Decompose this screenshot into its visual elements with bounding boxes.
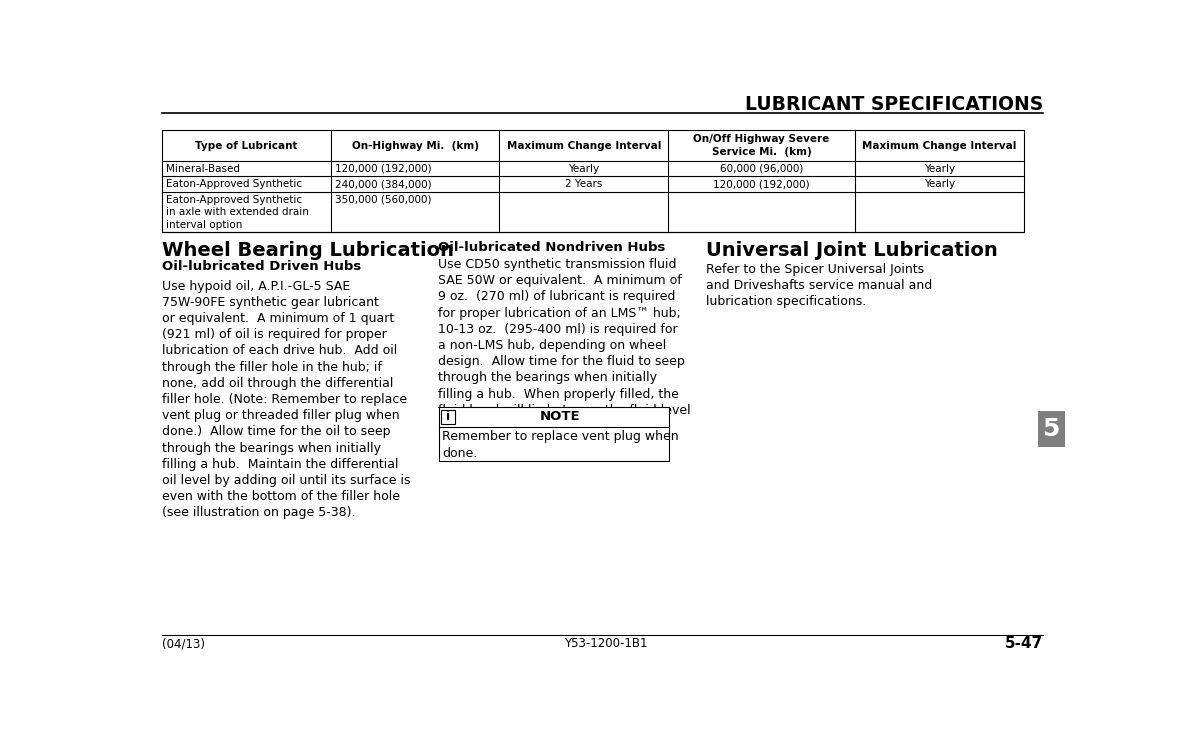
Text: (04/13): (04/13) [162,638,205,650]
Text: Universal Joint Lubrication: Universal Joint Lubrication [706,241,997,260]
Bar [1037,411,1065,447]
Text: Y53-1200-1B1: Y53-1200-1B1 [564,638,647,650]
Text: Oil-lubricated Nondriven Hubs: Oil-lubricated Nondriven Hubs [439,241,666,254]
Text: Eaton-Approved Synthetic
in axle with extended drain
interval option: Eaton-Approved Synthetic in axle with ex… [166,195,309,230]
Text: Type of Lubricant: Type of Lubricant [195,141,297,151]
Text: Yearly: Yearly [924,164,955,173]
Text: 5-47: 5-47 [1004,636,1043,651]
Text: Remember to replace vent plug when
done.: Remember to replace vent plug when done. [442,430,679,460]
Text: Mineral-Based: Mineral-Based [166,164,240,173]
Bar [439,406,670,460]
Text: Wheel Bearing Lubrication: Wheel Bearing Lubrication [162,241,454,260]
Text: Yearly: Yearly [568,164,600,173]
Text: Maximum Change Interval: Maximum Change Interval [862,141,1016,151]
Text: Eaton-Approved Synthetic: Eaton-Approved Synthetic [166,179,302,189]
Text: On-Highway Mi.  (km): On-Highway Mi. (km) [351,141,479,151]
Bar [162,130,1023,232]
Text: Refer to the Spicer Universal Joints
and Driveshafts service manual and
lubricat: Refer to the Spicer Universal Joints and… [706,263,932,308]
Text: On/Off Highway Severe
Service Mi.  (km): On/Off Highway Severe Service Mi. (km) [693,135,829,157]
Text: 60,000 (96,000): 60,000 (96,000) [720,164,803,173]
Text: Use hypoid oil, A.P.I.-GL-5 SAE
75W-90FE synthetic gear lubricant
or equivalent.: Use hypoid oil, A.P.I.-GL-5 SAE 75W-90FE… [162,280,411,520]
Bar [441,410,454,424]
Text: NOTE: NOTE [539,410,581,423]
Text: Maximum Change Interval: Maximum Change Interval [506,141,661,151]
Text: 2 Years: 2 Years [565,179,602,189]
Text: 5: 5 [1042,417,1060,441]
Text: LUBRICANT SPECIFICATIONS: LUBRICANT SPECIFICATIONS [745,95,1043,114]
Text: 120,000 (192,000): 120,000 (192,000) [713,179,810,189]
Text: 120,000 (192,000): 120,000 (192,000) [335,164,431,173]
Text: Use CD50 synthetic transmission fluid
SAE 50W or equivalent.  A minimum of
9 oz.: Use CD50 synthetic transmission fluid SA… [439,258,691,433]
Text: Oil-lubricated Driven Hubs: Oil-lubricated Driven Hubs [162,260,361,272]
Text: 240,000 (384,000): 240,000 (384,000) [335,179,431,189]
Text: i: i [446,410,450,423]
Text: Yearly: Yearly [924,179,955,189]
Text: 350,000 (560,000): 350,000 (560,000) [335,195,431,205]
